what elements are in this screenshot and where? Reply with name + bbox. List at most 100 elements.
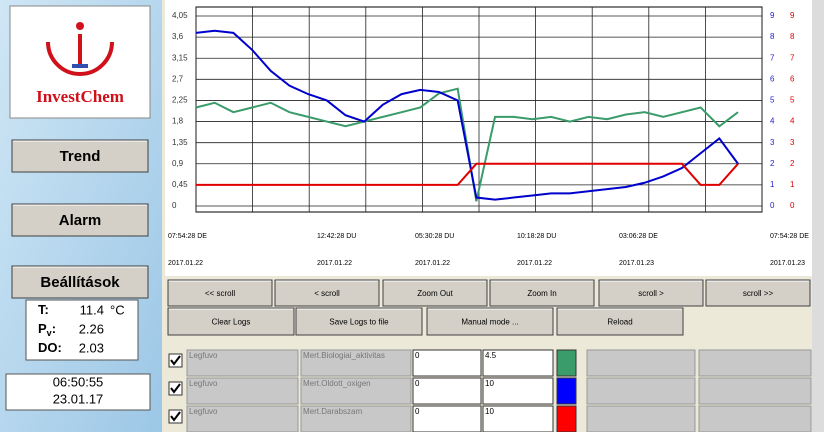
input-text: 0 (415, 379, 420, 388)
button-label[interactable]: Alarm (59, 212, 102, 229)
check (170, 411, 181, 422)
input-text: 0 (415, 407, 420, 416)
y-tick-label: 3,15 (172, 53, 188, 62)
input[interactable] (412, 405, 482, 433)
button-label[interactable]: Clear Logs (212, 318, 251, 327)
button-label[interactable]: scroll >> (743, 289, 774, 298)
reading-value: 11.4 (80, 302, 104, 317)
y-tick-label-y3: 2 (790, 159, 795, 168)
label: T: (38, 302, 49, 317)
y-tick-label-y2: 2 (770, 159, 775, 168)
empty-cell (586, 405, 696, 433)
cell (300, 349, 412, 377)
x-date-label: 2017.01.23 (619, 260, 654, 267)
reading-label: Pv: (38, 321, 56, 338)
button[interactable] (489, 279, 595, 307)
color-swatch[interactable] (556, 349, 577, 377)
button-label[interactable]: Zoom In (527, 289, 556, 298)
y-tick-label-y3: 7 (790, 53, 795, 62)
button[interactable] (705, 279, 811, 307)
y-tick-label: 3,6 (172, 32, 184, 41)
y-tick-label-y2: 4 (770, 117, 775, 126)
cell (300, 405, 412, 433)
button[interactable] (11, 203, 149, 237)
x-time-label: 03:06:28 DE (619, 233, 658, 240)
label-end: : (52, 321, 56, 336)
x-date-label: 2017.01.22 (415, 260, 450, 267)
y-tick-label: 4,05 (172, 11, 188, 20)
y-tick-label-y3: 4 (790, 117, 795, 126)
reading-unit: °C (110, 302, 125, 317)
cell (300, 377, 412, 405)
button-label[interactable]: << scroll (205, 289, 235, 298)
button[interactable] (426, 307, 554, 336)
button[interactable] (598, 279, 704, 307)
input[interactable] (482, 405, 554, 433)
button[interactable] (167, 307, 295, 336)
y-tick-label-y2: 0 (770, 201, 775, 210)
y-tick-label-y2: 9 (770, 11, 775, 20)
label: DO: (38, 340, 62, 355)
logo-text: InvestChem (36, 87, 124, 106)
button[interactable] (274, 279, 380, 307)
x-time-label: 05:30:28 DU (415, 233, 454, 240)
cell-text: Legfuvo (189, 407, 218, 416)
logo-icon (46, 22, 114, 76)
button[interactable] (382, 279, 488, 307)
button-label[interactable]: Trend (60, 148, 101, 165)
check (170, 355, 181, 366)
input-text: 4.5 (485, 351, 497, 360)
empty-cell (586, 349, 696, 377)
x-time-label: 07:54:28 DE (770, 233, 809, 240)
reading-label: T: (38, 302, 49, 317)
cell-text: Mert.Biologiai_aktivitas (303, 351, 385, 360)
input[interactable] (412, 349, 482, 377)
y-tick-label-y3: 0 (790, 201, 795, 210)
readings-box (25, 299, 139, 361)
y-tick-label-y3: 5 (790, 96, 795, 105)
label: P (38, 321, 47, 336)
y-tick-label: 1,8 (172, 117, 184, 126)
clock-date: 23.01.17 (53, 391, 104, 406)
input-text: 0 (415, 351, 420, 360)
empty-cell (698, 349, 812, 377)
y-tick-label: 2,7 (172, 74, 184, 83)
button-label[interactable]: Zoom Out (417, 289, 453, 298)
button[interactable] (11, 265, 149, 299)
button[interactable] (556, 307, 684, 336)
button-label[interactable]: scroll > (638, 289, 664, 298)
x-time-label: 10:18:28 DU (517, 233, 556, 240)
input[interactable] (412, 377, 482, 405)
cell (186, 377, 299, 405)
button-label[interactable]: Manual mode ... (461, 318, 518, 327)
button[interactable] (167, 279, 273, 307)
button[interactable] (295, 307, 423, 336)
input[interactable] (482, 349, 554, 377)
color-swatch[interactable] (556, 377, 577, 405)
button-label[interactable]: Beállítások (40, 274, 120, 291)
color-swatch[interactable] (556, 405, 577, 433)
series-line (195, 29, 739, 201)
x-date-label: 2017.01.22 (168, 260, 203, 267)
clock-box (5, 373, 151, 411)
cell-text: Mert.Darabszam (303, 407, 362, 416)
reading-value: 2.03 (79, 340, 104, 355)
check (170, 383, 181, 394)
y-tick-label-y2: 5 (770, 96, 775, 105)
button-label[interactable]: < scroll (314, 289, 340, 298)
button[interactable] (11, 139, 149, 173)
button-label[interactable]: Reload (607, 318, 632, 327)
x-date-label: 2017.01.23 (770, 260, 805, 267)
input[interactable] (482, 377, 554, 405)
y-tick-label-y3: 9 (790, 11, 795, 20)
cell-text: Mert.Oldott_oxigen (303, 379, 371, 388)
input-text: 10 (485, 407, 494, 416)
button-label[interactable]: Save Logs to file (329, 318, 389, 327)
y-tick-label: 0 (172, 201, 177, 210)
reading-value: 2.26 (79, 321, 104, 336)
scrollbar (812, 0, 824, 432)
y-tick-label-y3: 6 (790, 74, 795, 83)
y-tick-label-y3: 1 (790, 180, 795, 189)
